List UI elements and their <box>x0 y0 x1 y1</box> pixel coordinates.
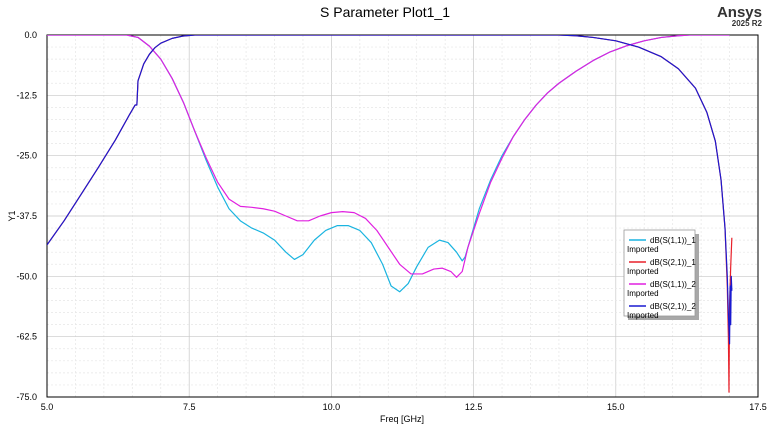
series-layer <box>47 35 733 393</box>
y-tick-label: 0.0 <box>24 30 37 40</box>
series-line-3 <box>47 35 730 278</box>
x-tick-label: 7.5 <box>183 402 196 412</box>
brand-name: Ansys <box>717 4 762 21</box>
legend-series-source: Imported <box>627 289 659 298</box>
legend-series-name: dB(S(1,1))_2 <box>650 280 696 289</box>
legend-series-source: Imported <box>627 311 659 320</box>
y-tick-label: -62.5 <box>16 332 37 342</box>
y-tick-label: -50.0 <box>16 271 37 281</box>
y-tick-label: -37.5 <box>16 211 37 221</box>
x-tick-label: 5.0 <box>41 402 54 412</box>
legend-series-name: dB(S(2,1))_2 <box>650 302 696 311</box>
grid <box>47 35 758 397</box>
legend-box <box>623 229 696 317</box>
chart-title: S Parameter Plot1_1 <box>320 4 450 20</box>
legend[interactable]: dB(S(1,1))_1ImporteddB(S(2,1))_1Imported… <box>623 229 699 320</box>
y-tick-label: -25.0 <box>16 151 37 161</box>
legend-items: dB(S(1,1))_1ImporteddB(S(2,1))_1Imported… <box>627 236 696 320</box>
legend-series-name: dB(S(1,1))_1 <box>650 236 696 245</box>
y-tick-label: -75.0 <box>16 392 37 402</box>
x-tick-label: 17.5 <box>749 402 767 412</box>
legend-series-source: Imported <box>627 245 659 254</box>
y-axis-label: Y1 <box>7 210 17 221</box>
legend-series-source: Imported <box>627 267 659 276</box>
y-tick-labels: 0.0 -12.5 -25.0 -37.5 -50.0 -62.5 -75.0 <box>16 30 37 402</box>
x-tick-label: 10.0 <box>323 402 341 412</box>
series-line-4 <box>47 35 733 345</box>
series-line-2 <box>47 35 733 393</box>
x-tick-label: 12.5 <box>465 402 483 412</box>
x-axis-label: Freq [GHz] <box>380 414 424 424</box>
y-tick-label: -12.5 <box>16 90 37 100</box>
x-tick-labels: 5.0 7.5 10.0 12.5 15.0 17.5 <box>41 402 767 412</box>
brand-version: 2025 R2 <box>732 19 763 28</box>
x-tick-label: 15.0 <box>607 402 625 412</box>
legend-series-name: dB(S(2,1))_1 <box>650 258 696 267</box>
